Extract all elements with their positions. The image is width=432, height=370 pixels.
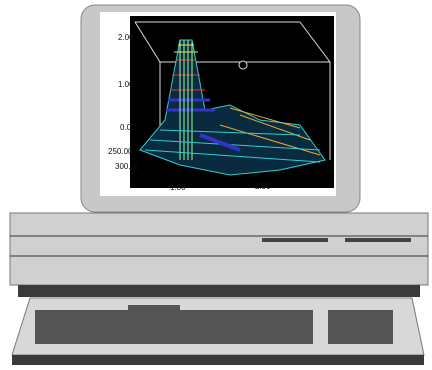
axis-label: 2.00 xyxy=(255,182,271,191)
keyboard-base xyxy=(12,355,424,365)
axis-label: 0.00 xyxy=(120,123,136,132)
key-block xyxy=(35,310,313,344)
key-block xyxy=(328,310,393,344)
unit-base xyxy=(18,285,420,297)
drive-slot xyxy=(345,238,411,242)
axis-label: 2.00 xyxy=(118,33,134,42)
axis-label: 250.00 xyxy=(108,147,133,156)
axis-label: 1.00 xyxy=(118,80,134,89)
computer-illustration: 2.00 1.00 0.00 250.00 300.00 1.80 2.00 xyxy=(0,0,432,370)
drive-slot xyxy=(262,238,328,242)
axis-label: 300.00 xyxy=(115,162,140,171)
axis-label: 1.80 xyxy=(170,183,186,192)
key-block xyxy=(128,305,180,313)
system-unit xyxy=(10,213,428,285)
